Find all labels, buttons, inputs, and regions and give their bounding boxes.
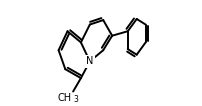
Text: 3: 3 [74,95,78,104]
Text: CH: CH [58,93,72,103]
Text: N: N [86,56,94,66]
